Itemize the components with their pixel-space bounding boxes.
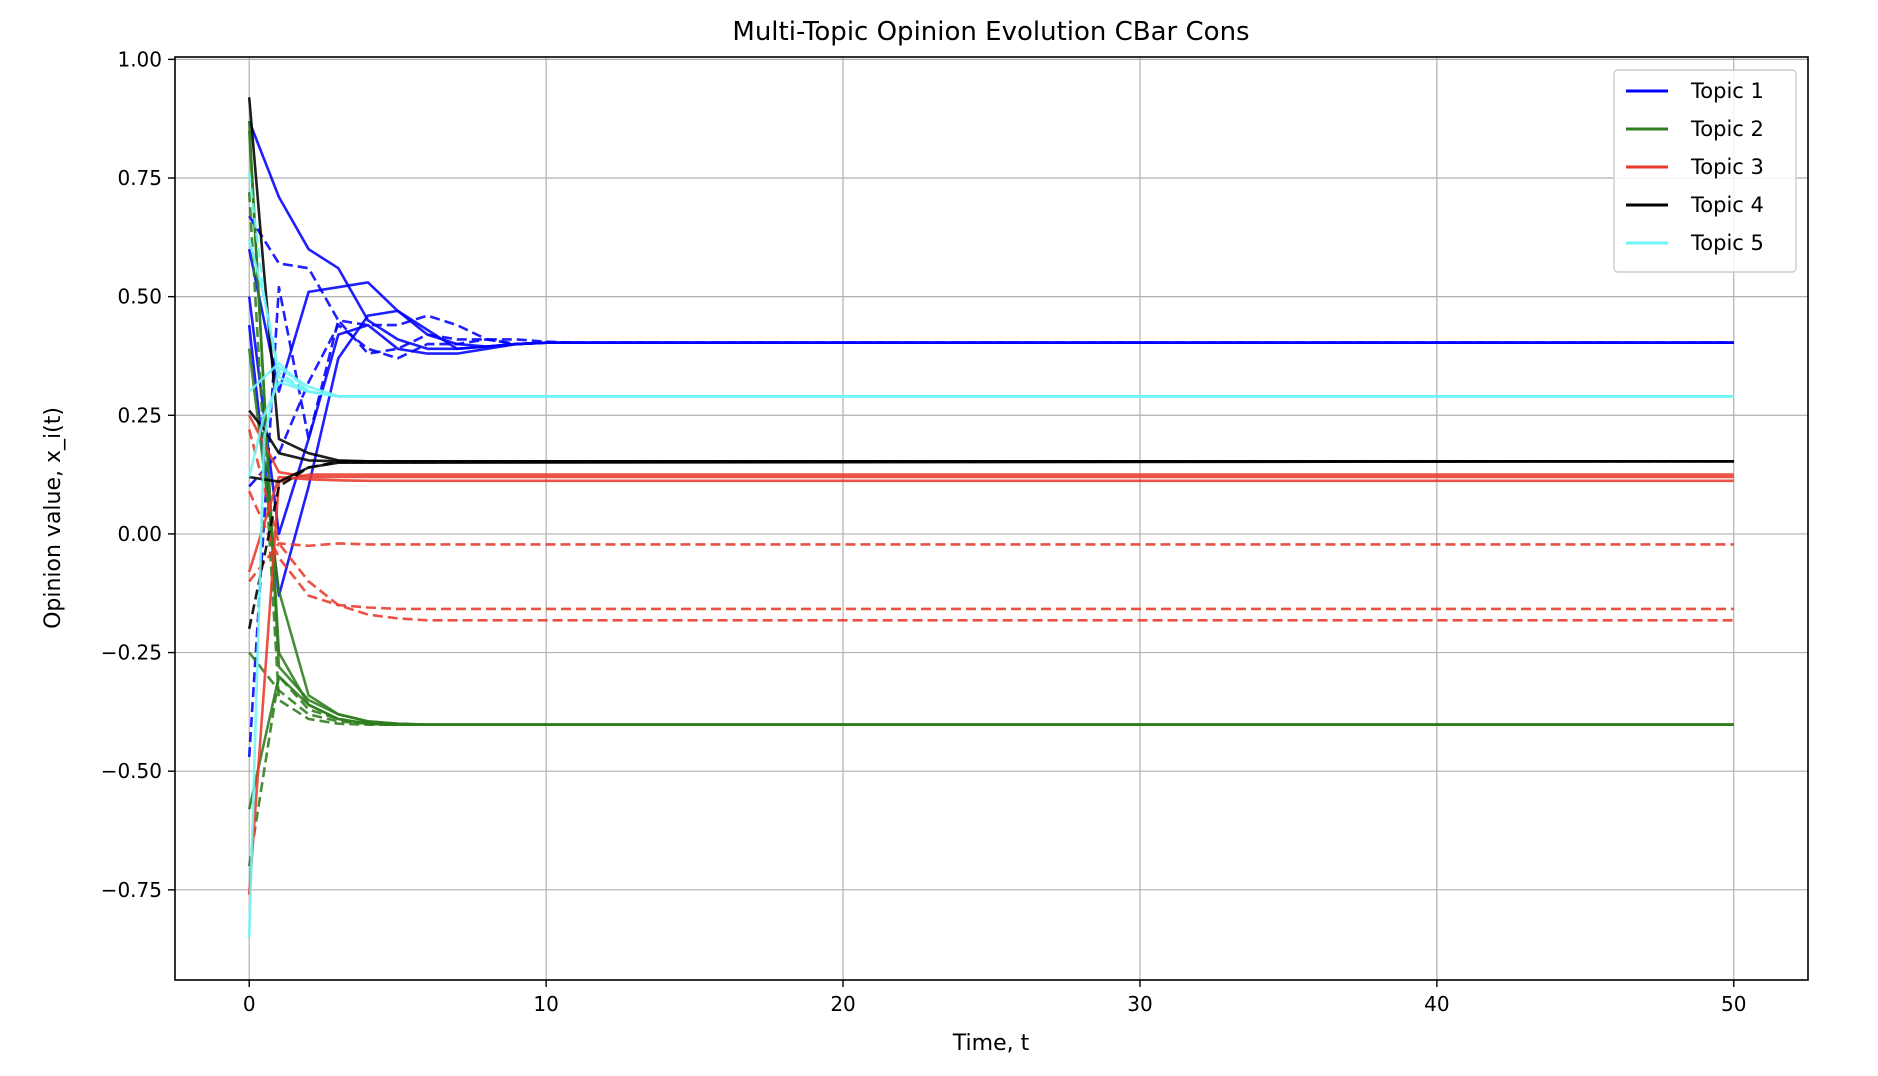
x-tick-label: 30 <box>1127 992 1152 1016</box>
y-axis-label: Opinion value, x_i(t) <box>41 407 66 629</box>
y-tick-label: 1.00 <box>117 47 162 71</box>
legend-label: Topic 3 <box>1690 155 1764 179</box>
legend-item: Topic 4 <box>1626 193 1764 217</box>
legend-item: Topic 5 <box>1626 231 1764 255</box>
ticks: 0 10 20 30 40 50 1.00 0.75 0.50 0.25 0.00 −0.25 −0.5… <box>101 47 1747 1016</box>
y-tick-label: −0.25 <box>101 641 162 665</box>
topic-3-dashed-line <box>247 429 1734 622</box>
legend-item: Topic 1 <box>1626 79 1764 103</box>
legend-frame <box>1613 69 1797 273</box>
legend-item: Topic 2 <box>1626 117 1764 141</box>
topic-1-dashed-line <box>247 285 1734 758</box>
topic-4-dashed-line <box>247 459 1734 630</box>
legend-label: Topic 2 <box>1690 117 1764 141</box>
topic-2-dashed-line <box>247 674 1734 867</box>
legend-label: Topic 5 <box>1690 231 1764 255</box>
y-tick-label: 0.75 <box>117 166 162 190</box>
topic-3-dashed-line <box>248 542 1734 583</box>
x-tick-label: 0 <box>243 992 256 1016</box>
legend-label: Topic 1 <box>1690 79 1764 103</box>
topic-5-dashed-line <box>247 173 1734 398</box>
topic-3-solid-line <box>248 414 1734 479</box>
chart-title: Multi-Topic Opinion Evolution CBar Cons <box>732 17 1249 47</box>
y-tick-label: 0.50 <box>117 285 162 309</box>
y-tick-label: −0.50 <box>101 759 162 783</box>
series-layer <box>247 97 1734 938</box>
legend-item: Topic 3 <box>1626 155 1764 179</box>
topic-2-dashed-line <box>247 192 1734 727</box>
x-tick-label: 50 <box>1721 992 1746 1016</box>
y-tick-label: 0.25 <box>117 403 162 427</box>
x-tick-label: 10 <box>533 992 558 1016</box>
y-tick-label: 0.00 <box>117 522 162 546</box>
x-tick-label: 40 <box>1424 992 1449 1016</box>
topic-1-dashed-line <box>248 323 1734 488</box>
x-axis-label: Time, t <box>952 1031 1030 1056</box>
topic-3-solid-line <box>247 475 1734 573</box>
topic-5-solid-line <box>248 361 1734 398</box>
y-tick-label: −0.75 <box>101 878 162 902</box>
legend: Topic 1 Topic 2 Topic 3 Topic 4 Topic 5 <box>1613 69 1797 273</box>
legend-label: Topic 4 <box>1690 193 1764 217</box>
plot-frame <box>174 56 1809 981</box>
x-tick-label: 20 <box>830 992 855 1016</box>
